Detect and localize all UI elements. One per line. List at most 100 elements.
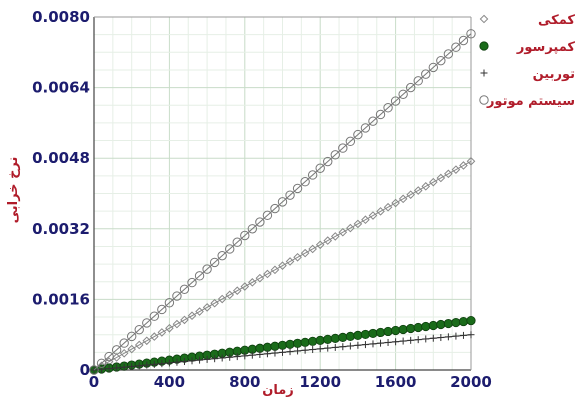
data-point [323,334,333,344]
data-point [187,277,197,288]
data-point [324,344,332,352]
legend-label: کمکی [538,13,575,28]
data-point [301,346,309,354]
y-axis-label: نرخ خرابی [6,157,21,224]
data-point [120,363,128,371]
data-point [127,331,137,342]
legend-label: سیستم موتور [486,94,575,109]
data-point [436,55,446,66]
data-point [277,340,288,350]
legend-marker [479,14,489,24]
data-point [443,318,453,329]
data-point [111,345,122,355]
series-line [93,33,472,371]
data-point [240,282,250,291]
data-point [202,264,212,274]
data-point [458,316,469,327]
data-point [466,315,476,326]
data-point [466,29,476,39]
data-point [330,333,340,343]
data-point [413,322,423,333]
data-point [308,336,318,346]
data-point [339,343,347,351]
data-point [323,236,333,245]
x-tick-label: 400 [154,373,185,391]
data-point [96,358,107,368]
data-point [218,354,226,362]
data-point [315,335,325,345]
data-point [398,194,408,204]
data-point [294,347,302,355]
data-point [421,182,431,191]
data-point [279,348,286,356]
data-point [217,250,227,261]
data-point [451,165,461,174]
data-point [240,230,250,241]
data-point [360,123,371,133]
data-point [217,294,227,304]
data-point [376,207,385,216]
data-point [150,332,159,341]
data-point [241,352,249,360]
data-point [428,320,438,331]
data-point [196,356,204,364]
data-point [195,307,204,316]
legend-item: کمکی [479,13,575,28]
legend: کمکی کمپرسور توربین سیستم موتور [479,13,576,109]
data-point [127,344,137,354]
legend-marker [480,69,488,77]
data-point [399,337,407,345]
data-point [263,350,271,358]
data-point [405,82,416,93]
data-point [285,257,295,266]
data-point [315,240,325,250]
legend-item: کمپرسور [479,40,576,55]
data-point [255,217,265,227]
x-tick-label: 0 [89,373,99,391]
legend-label: کمپرسور [516,40,576,55]
data-point [256,350,264,358]
data-point [262,342,273,352]
data-point [232,286,242,295]
data-point [383,103,393,113]
data-point [384,338,392,346]
data-point [194,271,205,281]
data-point [113,364,121,372]
data-point [203,355,211,363]
data-point [353,129,363,140]
data-point [263,269,272,279]
data-point [368,116,378,126]
data-point [467,331,475,339]
data-point [134,324,144,335]
data-point [375,109,386,120]
data-point [330,150,340,160]
data-point [172,319,182,329]
data-point [300,337,310,347]
legend-item: سیستم موتور [479,94,575,109]
data-point [188,357,196,365]
series-2 [90,331,475,374]
grid [94,17,471,370]
data-point [353,219,363,229]
data-point [104,351,114,362]
data-point [392,338,400,346]
data-point [143,361,151,369]
data-point [452,332,460,340]
data-point [444,169,453,179]
data-point [209,257,220,268]
x-tick-label: 1200 [299,373,341,391]
data-point [338,227,348,237]
data-point [390,96,401,106]
data-point [353,330,363,341]
y-tick-label: 0.0016 [32,290,90,308]
data-point [428,62,438,73]
data-point [346,342,354,350]
legend-label: توربین [533,67,575,82]
data-point [165,323,174,333]
data-point [383,326,393,337]
data-point [225,244,235,254]
data-point [134,340,144,350]
data-point [368,211,378,220]
data-point [413,186,423,195]
